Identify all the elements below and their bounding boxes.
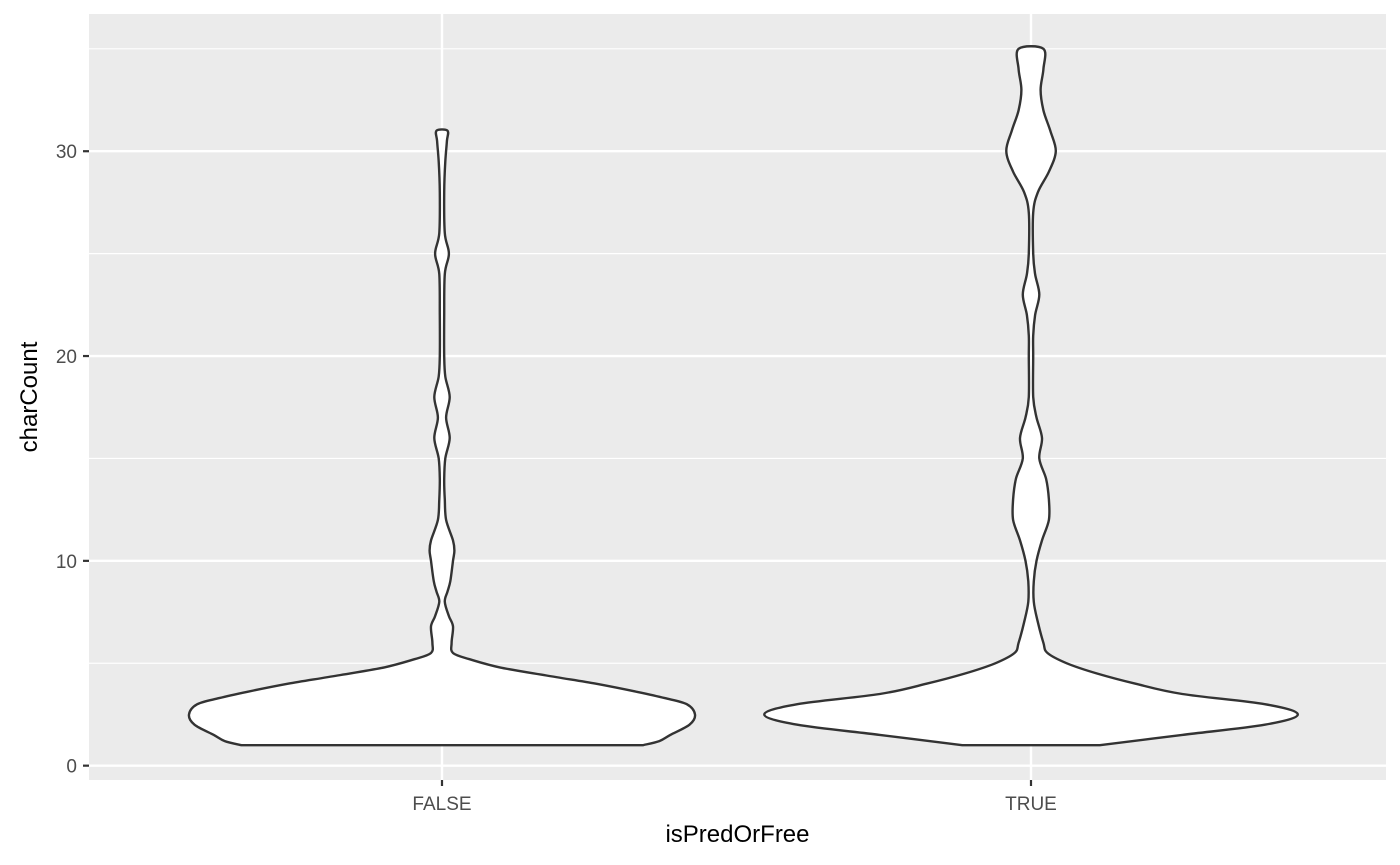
x-tick-label-true: TRUE — [1005, 794, 1057, 815]
y-tick-label: 10 — [56, 552, 77, 573]
violin-true — [763, 45, 1299, 747]
y-tick-label: 20 — [56, 347, 77, 368]
plot-panel — [89, 14, 1386, 780]
x-axis-title: isPredOrFree — [665, 821, 809, 848]
x-tick-label-false: FALSE — [412, 794, 471, 815]
y-tick-label: 30 — [56, 142, 77, 163]
violin-false — [187, 128, 697, 747]
y-tick-label: 0 — [66, 757, 77, 778]
y-axis-title: charCount — [16, 341, 43, 452]
